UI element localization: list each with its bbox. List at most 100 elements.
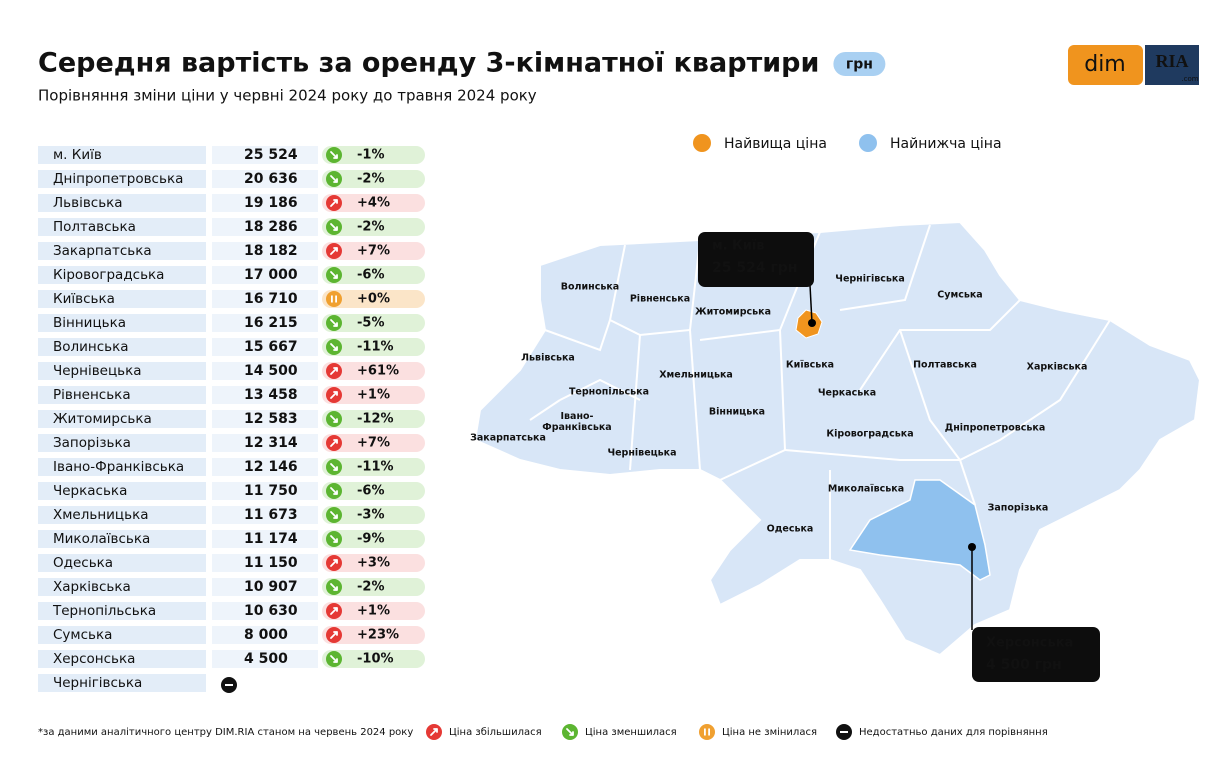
change: -12% <box>357 412 394 427</box>
name-cell <box>38 458 206 476</box>
icon-arrow <box>330 607 338 615</box>
icon-arrow <box>330 391 338 399</box>
region-label: Одеська <box>767 524 814 535</box>
change: -5% <box>357 316 384 331</box>
callout-value: 4 500 грн <box>986 657 1062 673</box>
logo-text: RIA <box>1155 51 1188 71</box>
price-cell <box>212 554 318 572</box>
change-cell <box>322 314 425 332</box>
name-cell <box>38 554 206 572</box>
change: -10% <box>357 652 394 667</box>
change: +7% <box>357 436 390 451</box>
name-cell <box>38 410 206 428</box>
change-cell <box>322 386 425 404</box>
name-cell <box>38 602 206 620</box>
change-cell <box>322 194 425 212</box>
change-cell <box>322 602 425 620</box>
region-name: Київська <box>53 291 115 307</box>
region-label: Рівненська <box>630 294 690 305</box>
status-icon <box>326 435 342 451</box>
title: Середня вартість за оренду 3-кімнатної к… <box>38 48 819 79</box>
price: 11 750 <box>244 483 298 499</box>
region-label: Чернівецька <box>607 448 676 459</box>
price-cell <box>212 506 318 524</box>
region-name: Івано-Франківська <box>53 459 184 475</box>
icon-arrow <box>330 223 338 231</box>
region-label: Чернігівська <box>835 274 904 285</box>
icon-arrow <box>330 655 338 663</box>
region-label: Житомирська <box>695 307 771 318</box>
icon-arrow <box>330 583 338 591</box>
region-name: Волинська <box>53 339 129 355</box>
icon-bar <box>335 295 337 303</box>
price-cell <box>212 362 318 380</box>
name-cell <box>38 482 206 500</box>
price-cell <box>212 338 318 356</box>
region-label: Миколаївська <box>828 484 904 495</box>
icon-arrow <box>330 511 338 519</box>
status-icon <box>326 243 342 259</box>
change: -3% <box>357 508 384 523</box>
name-cell <box>38 386 206 404</box>
callout-dot <box>968 543 976 551</box>
change-cell <box>322 530 425 548</box>
name-cell <box>38 314 206 332</box>
price: 11 673 <box>244 507 298 523</box>
price: 10 907 <box>244 579 298 595</box>
change-cell <box>322 482 425 500</box>
change-cell <box>322 578 425 596</box>
icon-bar <box>704 728 706 736</box>
change: -11% <box>357 460 394 475</box>
change: +0% <box>357 292 390 307</box>
name-cell <box>38 290 206 308</box>
change: -6% <box>357 268 384 283</box>
status-icon <box>326 651 342 667</box>
status-icon <box>326 291 342 307</box>
change: -2% <box>357 220 384 235</box>
price: 4 500 <box>244 651 288 667</box>
price: 20 636 <box>244 171 298 187</box>
icon-arrow <box>330 151 338 159</box>
name-cell <box>38 674 206 692</box>
price-cell <box>212 266 318 284</box>
status-icon <box>562 724 578 740</box>
legend-swatch <box>693 134 711 152</box>
price: 11 174 <box>244 531 298 547</box>
price: 14 500 <box>244 363 298 379</box>
icon-circle <box>326 291 342 307</box>
name-cell <box>38 434 206 452</box>
price: 18 182 <box>244 243 298 259</box>
icon-arrow <box>330 343 338 351</box>
icon-arrow <box>330 319 338 327</box>
price-cell <box>212 146 318 164</box>
callout-name: м. Київ <box>712 239 765 254</box>
status-icon <box>326 339 342 355</box>
logo <box>1068 45 1199 85</box>
name-cell <box>38 170 206 188</box>
region-name: Полтавська <box>53 219 136 235</box>
change-cell <box>322 506 425 524</box>
callout-name: Херсонська <box>986 636 1073 651</box>
change: -1% <box>357 148 384 163</box>
map-shape <box>473 220 1202 657</box>
status-icon <box>326 579 342 595</box>
price-cell <box>212 602 318 620</box>
change: -6% <box>357 484 384 499</box>
region-name: Львівська <box>53 195 123 211</box>
region-name: Черкаська <box>53 483 127 499</box>
name-cell <box>38 194 206 212</box>
logo-left <box>1068 45 1143 85</box>
price-cell <box>212 386 318 404</box>
price-cell <box>212 626 318 644</box>
price: 16 710 <box>244 291 298 307</box>
status-icon <box>221 677 237 693</box>
icon-arrow <box>330 199 338 207</box>
icon-arrow <box>330 559 338 567</box>
legend-swatch <box>859 134 877 152</box>
change-cell <box>322 362 425 380</box>
icon-arrow <box>330 247 338 255</box>
region-label: Івано-Франківська <box>542 411 611 433</box>
change-cell <box>322 410 425 428</box>
region-label: Волинська <box>561 282 619 293</box>
